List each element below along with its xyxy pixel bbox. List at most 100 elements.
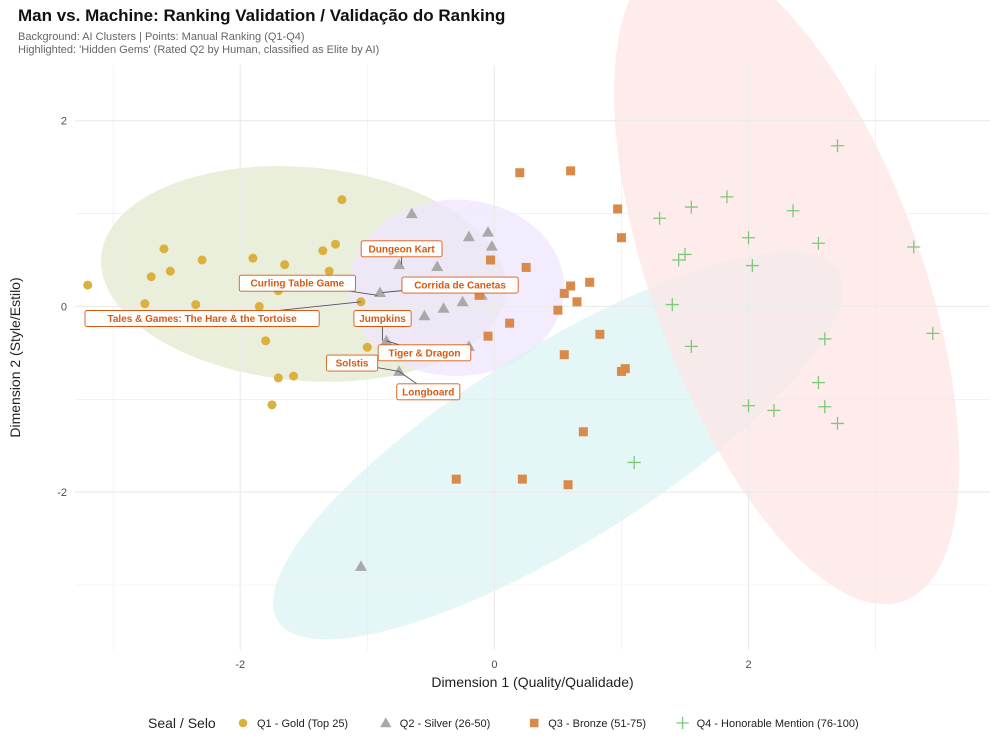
- legend-marker-q3-bronze: [529, 718, 539, 728]
- gridlines: [75, 65, 990, 650]
- x-tick-label: 0: [491, 659, 497, 671]
- point-q2-silver: [393, 258, 406, 270]
- point-q2-silver: [354, 560, 367, 571]
- point-q1-gold: [362, 342, 372, 352]
- annotation-label: Tales & Games: The Hare & the Tortoise: [108, 314, 298, 325]
- legend-marker-q1-gold: [238, 718, 248, 728]
- chart-subtitle-line-1: Background: AI Clusters | Points: Manual…: [18, 31, 305, 43]
- point-q3-bronze: [572, 297, 582, 307]
- point-q1-gold: [83, 280, 93, 290]
- y-tick-label: 0: [61, 301, 67, 313]
- point-q1-gold: [318, 246, 328, 256]
- y-axis-title: Dimension 2 (Style/Estilo): [7, 277, 23, 437]
- point-q4-honorable: [767, 403, 781, 417]
- point-q3-bronze: [616, 366, 626, 376]
- point-q3-bronze: [451, 474, 461, 484]
- legend: Seal / Selo Q1 - Gold (Top 25) Q2 - Silver…: [148, 715, 859, 731]
- point-q1-gold: [261, 336, 271, 346]
- point-q4-honorable: [678, 247, 692, 261]
- annotation-box: [353, 310, 412, 327]
- point-q1-gold: [248, 253, 258, 263]
- point-q3-bronze: [566, 281, 576, 291]
- point-q3-bronze: [486, 255, 496, 265]
- legend-label-q1-gold: Q1 - Gold (Top 25): [257, 718, 348, 730]
- legend-marker-q4-honorable: [676, 716, 689, 730]
- point-q2-silver: [437, 302, 450, 313]
- point-q1-gold: [159, 244, 169, 254]
- point-q4-honorable: [786, 204, 800, 218]
- point-q4-honorable: [720, 190, 734, 204]
- point-q1-gold: [267, 400, 277, 410]
- point-q4-honorable: [811, 236, 825, 250]
- annotation-box: [360, 240, 443, 258]
- point-q2-silver: [456, 295, 469, 307]
- point-q1-gold: [331, 239, 341, 249]
- legend-marker-q2-silver: [380, 717, 392, 728]
- point-q4-honorable: [907, 240, 921, 254]
- point-q3-bronze: [553, 305, 563, 315]
- point-q3-bronze: [578, 427, 588, 437]
- point-q3-bronze: [521, 262, 531, 272]
- annotation-box: [238, 274, 356, 292]
- annotation-label: Longboard: [402, 387, 454, 398]
- x-tick-label: -2: [235, 659, 245, 671]
- point-q4-honorable: [818, 332, 832, 346]
- point-q4-honorable: [627, 455, 641, 469]
- point-q1-gold: [165, 266, 175, 276]
- point-q4-honorable: [742, 231, 756, 245]
- point-q4-honorable: [684, 200, 698, 214]
- point-q1-gold: [254, 301, 264, 311]
- point-q1-gold: [191, 300, 201, 310]
- annotation-label: Corrida de Canetas: [414, 281, 506, 292]
- point-q2-silver: [405, 207, 418, 219]
- y-tick-label: 2: [61, 116, 67, 128]
- point-q4-honorable: [811, 376, 825, 390]
- annotation-box: [377, 344, 472, 362]
- point-q4-honorable: [926, 326, 940, 340]
- point-q1-gold: [146, 272, 156, 282]
- chart-title: Man vs. Machine: Ranking Validation / Va…: [18, 6, 506, 25]
- point-q3-bronze: [585, 277, 595, 287]
- chart-subtitle-line-2: Highlighted: 'Hidden Gems' (Rated Q2 by …: [18, 44, 380, 56]
- point-q4-honorable: [684, 339, 698, 353]
- point-q1-gold: [197, 255, 207, 265]
- x-axis-title: Dimension 1 (Quality/Qualidade): [431, 674, 633, 690]
- annotation-box: [84, 310, 320, 327]
- point-q1-gold: [324, 266, 334, 276]
- annotation-label: Tiger & Dragon: [388, 348, 460, 359]
- point-q4-honorable: [742, 399, 756, 413]
- annotation-box: [401, 276, 519, 294]
- point-q3-bronze: [559, 288, 569, 298]
- point-q2-silver: [485, 240, 498, 251]
- x-tick-label: 2: [745, 659, 751, 671]
- annotation-label: Curling Table Game: [251, 279, 345, 290]
- point-q1-gold: [337, 195, 347, 205]
- point-q3-bronze: [613, 204, 623, 214]
- point-q1-gold: [140, 299, 150, 309]
- legend-label-q3-bronze: Q3 - Bronze (51-75): [548, 718, 646, 730]
- axes: -2 0 2 -2 0 2 Dimension 1 (Quality/Qualidade) D…: [7, 116, 752, 690]
- annotations: Dungeon Kart Curling Table Game Corrida de…: [84, 240, 519, 401]
- point-q4-honorable: [831, 139, 844, 153]
- point-q2-silver: [380, 334, 393, 346]
- point-q3-bronze: [474, 290, 484, 300]
- point-q1-gold: [280, 260, 290, 270]
- point-q4-honorable: [745, 259, 759, 273]
- point-q4-honorable: [672, 253, 686, 267]
- point-q3-bronze: [505, 318, 515, 328]
- point-q4-honorable: [818, 400, 832, 414]
- point-q3-bronze: [566, 166, 576, 176]
- y-tick-label: -2: [57, 487, 67, 499]
- point-q3-bronze: [616, 233, 626, 243]
- legend-label-q2-silver: Q2 - Silver (26-50): [400, 718, 490, 730]
- point-q1-gold: [273, 373, 283, 383]
- cluster-red: [614, 0, 960, 605]
- annotation-label: Dungeon Kart: [369, 244, 436, 255]
- point-q3-bronze: [515, 168, 525, 178]
- point-q3-bronze: [559, 350, 569, 360]
- point-q3-bronze: [563, 480, 573, 490]
- annotation-label: Solstis: [336, 359, 369, 370]
- point-q3-bronze: [517, 474, 527, 484]
- point-q2-silver: [482, 226, 495, 237]
